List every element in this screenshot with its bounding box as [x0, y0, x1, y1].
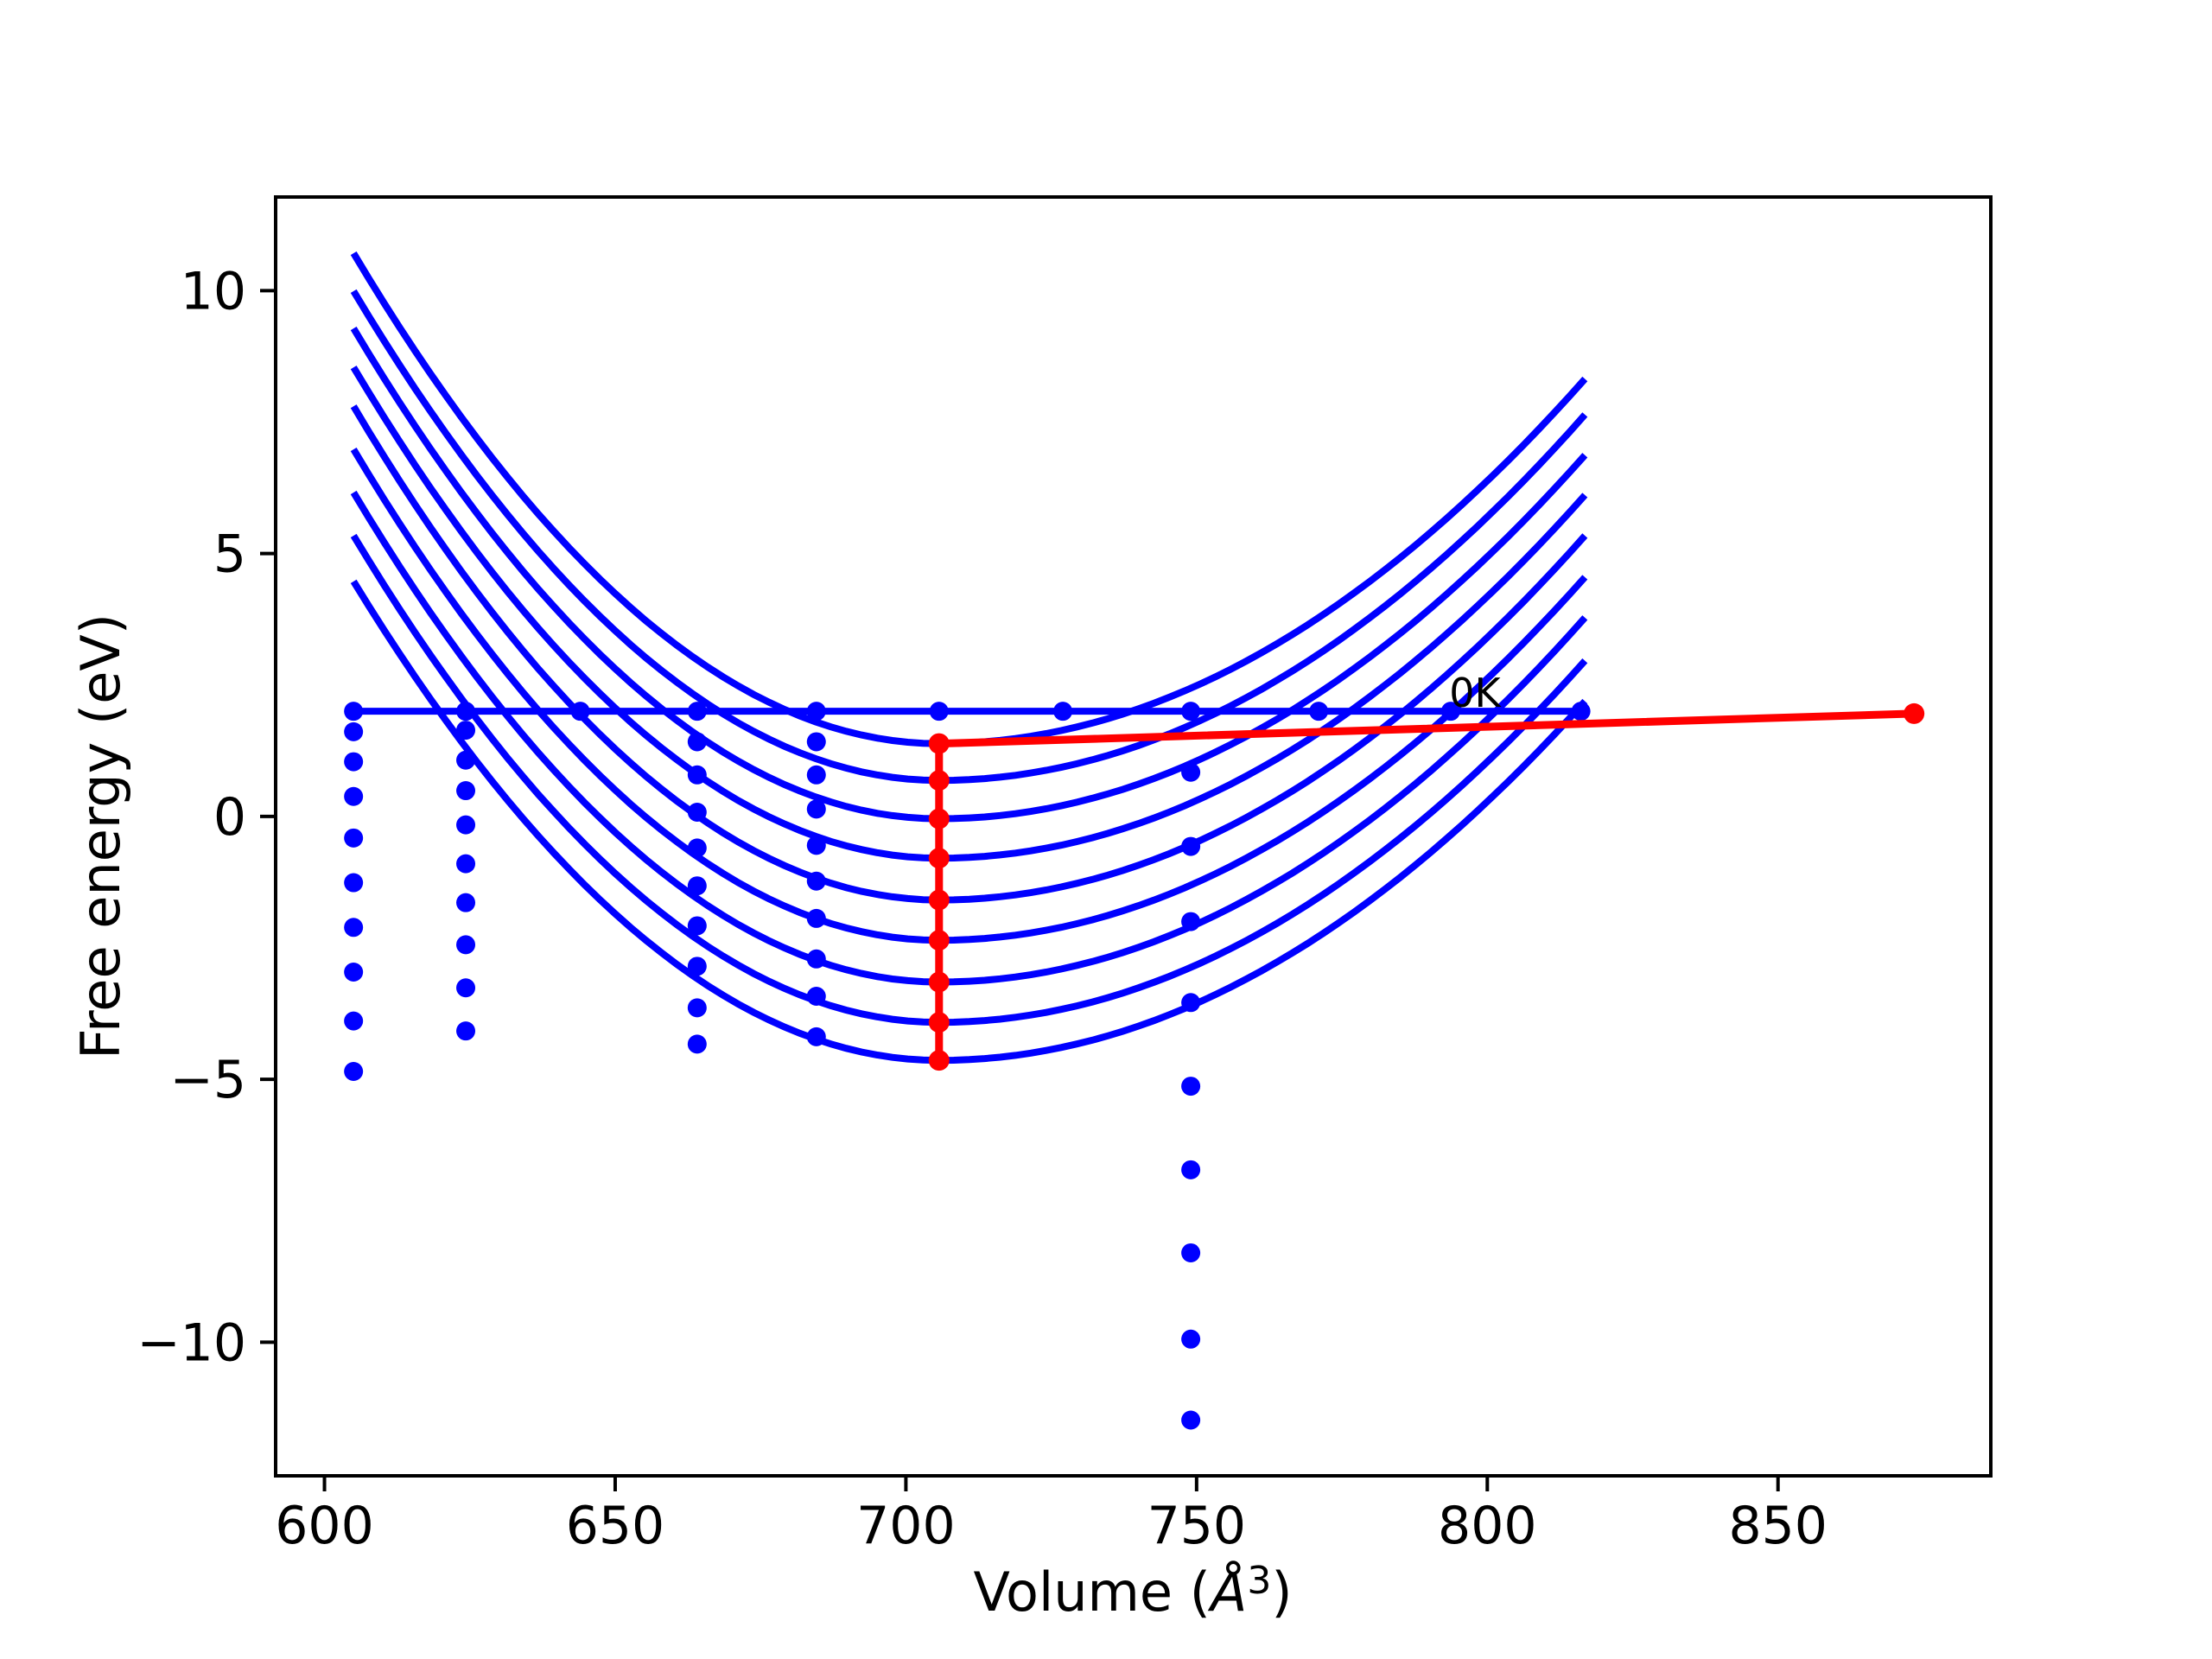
equilibrium-point: [928, 733, 950, 754]
data-point: [806, 799, 826, 819]
y-tick-label: 10: [181, 261, 246, 321]
eos-curve: [350, 289, 1588, 785]
data-point: [687, 1034, 707, 1054]
data-point: [456, 721, 476, 741]
data-point: [456, 815, 476, 835]
equilibrium-line: [935, 709, 1915, 1061]
data-point: [687, 876, 707, 896]
equilibrium-point: [928, 971, 950, 993]
data-point: [456, 854, 476, 874]
data-point: [456, 1021, 476, 1041]
data-point: [1181, 1077, 1201, 1096]
data-point: [344, 828, 364, 848]
data-point: [1181, 1410, 1201, 1430]
data-point: [344, 786, 364, 806]
equilibrium-point: [928, 930, 950, 951]
data-point: [687, 957, 707, 976]
data-point: [687, 998, 707, 1018]
data-point: [1181, 1329, 1201, 1349]
eos-curve: [350, 490, 1588, 986]
data-point: [456, 781, 476, 801]
eos-curve: [350, 579, 1588, 1065]
data-point: [344, 1011, 364, 1031]
x-tick-label: 700: [856, 1496, 956, 1556]
equilibrium-point: [928, 848, 950, 869]
y-axis-label: Free energy (eV): [69, 613, 132, 1059]
x-tick-label: 850: [1728, 1496, 1827, 1556]
data-point: [344, 873, 364, 893]
eos-curves-layer: [350, 251, 1588, 1065]
data-point: [344, 1062, 364, 1082]
x-tick-label: 800: [1438, 1496, 1537, 1556]
eos-curve: [350, 327, 1588, 823]
data-point: [344, 752, 364, 772]
x-axis: 600 650 700 750 800 850: [275, 1476, 1827, 1556]
data-point: [1181, 1243, 1201, 1262]
x-tick-label: 600: [275, 1496, 374, 1556]
equilibrium-layer: [928, 702, 1925, 1071]
data-point: [456, 893, 476, 912]
axes-frame: [274, 195, 1993, 1478]
zero-k-annotation: 0K: [1449, 670, 1502, 716]
y-tick-label: 5: [213, 524, 246, 585]
eos-curve: [350, 448, 1588, 944]
data-point: [1181, 1160, 1201, 1179]
y-axis: −10 −5 0 5 10: [137, 261, 276, 1373]
equilibrium-point: [928, 808, 950, 830]
equilibrium-point: [1904, 702, 1925, 724]
y-tick-label: −5: [170, 1050, 246, 1110]
eos-curve: [350, 365, 1588, 862]
data-point: [806, 732, 826, 752]
data-point: [344, 918, 364, 938]
x-axis-label: Volume (Å3): [973, 1559, 1292, 1624]
data-point: [344, 721, 364, 741]
data-point: [456, 978, 476, 998]
eos-curve: [350, 533, 1588, 1027]
y-tick-label: 0: [213, 787, 246, 848]
eos-curve: [350, 404, 1588, 904]
data-point: [687, 916, 707, 936]
y-tick-label: −10: [137, 1313, 246, 1373]
equilibrium-point: [928, 770, 950, 791]
data-point: [456, 935, 476, 955]
data-point: [806, 765, 826, 785]
data-points-layer: [344, 702, 1591, 1430]
equilibrium-point: [928, 889, 950, 911]
data-point: [344, 963, 364, 982]
equilibrium-point: [928, 1012, 950, 1033]
x-tick-label: 750: [1147, 1496, 1247, 1556]
x-tick-label: 650: [566, 1496, 665, 1556]
equilibrium-point: [928, 1050, 950, 1071]
